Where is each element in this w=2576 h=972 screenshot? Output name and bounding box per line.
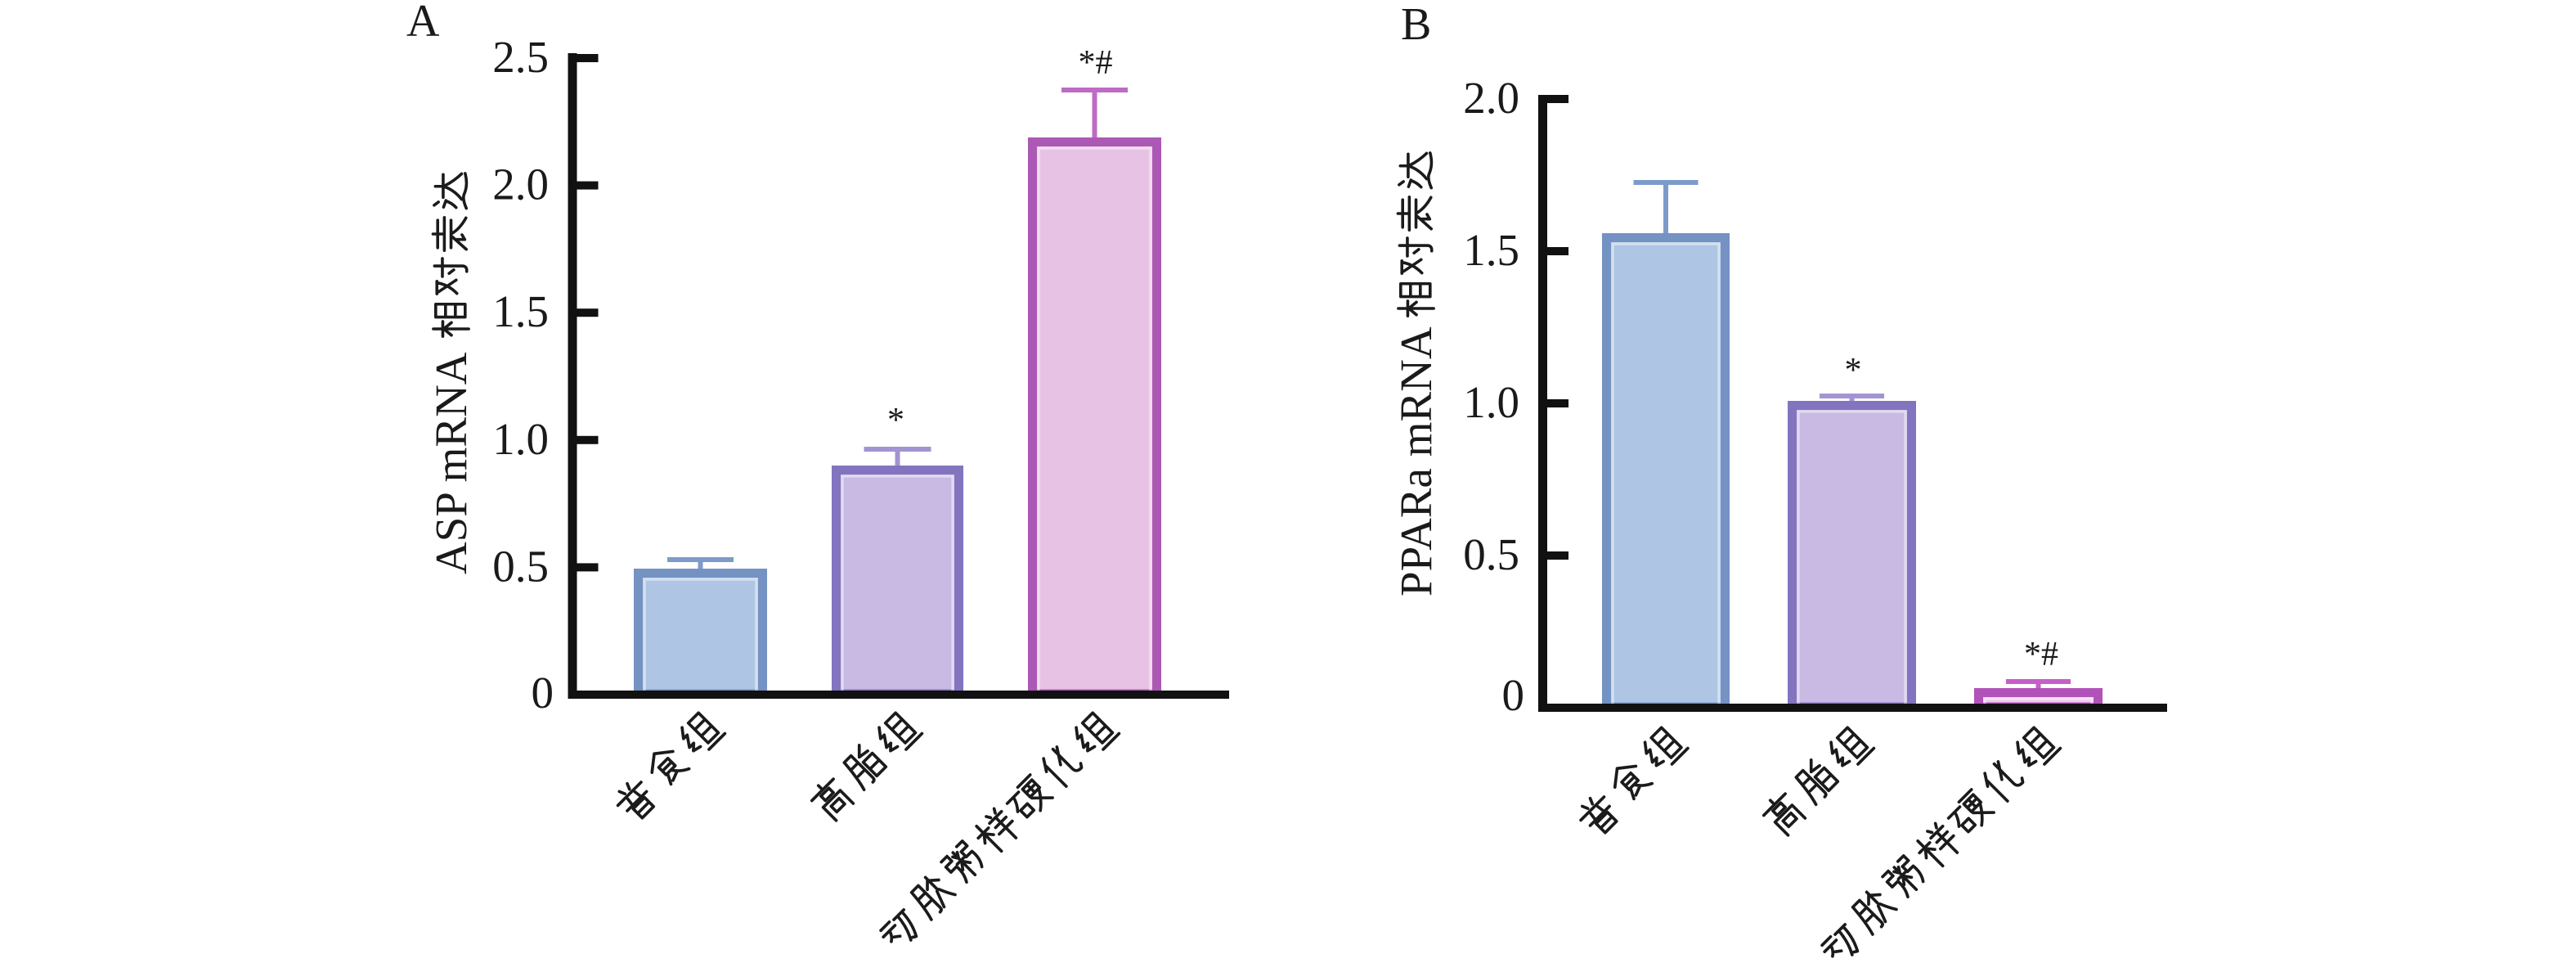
svg-text:A: A — [406, 0, 440, 47]
svg-text:0.5: 0.5 — [1463, 529, 1519, 579]
svg-text:1.0: 1.0 — [1463, 377, 1519, 427]
svg-text:ASP mRNA: ASP mRNA — [426, 352, 476, 574]
svg-text:0.5: 0.5 — [492, 541, 549, 591]
svg-text:2.0: 2.0 — [492, 160, 549, 209]
svg-text:*: * — [887, 402, 904, 439]
svg-text:*#: *# — [1079, 44, 1113, 82]
svg-text:2.0: 2.0 — [1463, 73, 1519, 123]
svg-text:0: 0 — [532, 668, 554, 718]
svg-text:0: 0 — [1502, 670, 1525, 720]
svg-text:*#: *# — [2024, 636, 2058, 673]
svg-text:1.5: 1.5 — [492, 286, 549, 336]
svg-text:2.5: 2.5 — [492, 32, 549, 82]
svg-text:1.0: 1.0 — [492, 414, 549, 464]
svg-text:1.5: 1.5 — [1463, 225, 1519, 275]
svg-text:B: B — [1401, 0, 1431, 50]
svg-text:PPARa mRNA: PPARa mRNA — [1391, 326, 1441, 596]
svg-text:*: * — [1845, 352, 1862, 389]
